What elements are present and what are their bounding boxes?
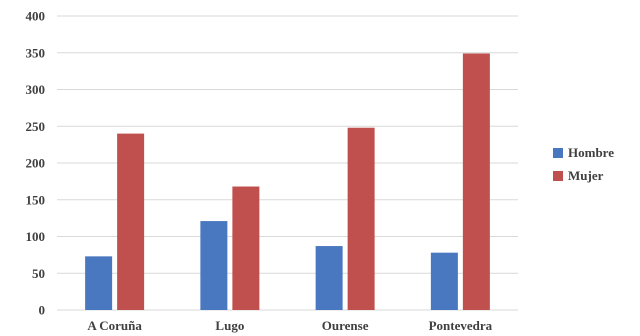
x-axis: A Coruña Lugo Ourense Pontevedra [87,318,492,333]
bar-mujer-2 [347,127,375,310]
bars [85,53,490,311]
y-tick-label: 300 [26,82,46,97]
x-category-label: Lugo [215,318,244,333]
y-tick-label: 400 [26,9,46,24]
bar-mujer-0 [117,133,145,310]
x-category-label: Pontevedra [429,318,493,333]
legend: Hombre Mujer [553,145,614,183]
bar-hombre-0 [85,256,113,310]
y-tick-label: 0 [39,303,46,318]
legend-label-mujer: Mujer [568,168,604,183]
y-tick-label: 50 [32,266,45,281]
bar-hombre-3 [430,252,458,310]
bar-mujer-1 [232,186,260,310]
bar-mujer-3 [462,53,490,311]
legend-swatch-hombre [553,148,563,158]
legend-swatch-mujer [553,171,563,181]
bar-hombre-1 [200,221,228,310]
y-tick-label: 150 [26,192,46,207]
y-tick-label: 100 [26,229,46,244]
bar-hombre-2 [315,246,343,310]
legend-label-hombre: Hombre [568,145,614,160]
x-category-label: A Coruña [87,318,142,333]
y-tick-label: 200 [26,156,46,171]
y-tick-label: 250 [26,119,46,134]
x-category-label: Ourense [322,318,369,333]
y-tick-label: 350 [26,45,46,60]
y-axis: 0 50 100 150 200 250 300 350 400 [26,9,46,318]
